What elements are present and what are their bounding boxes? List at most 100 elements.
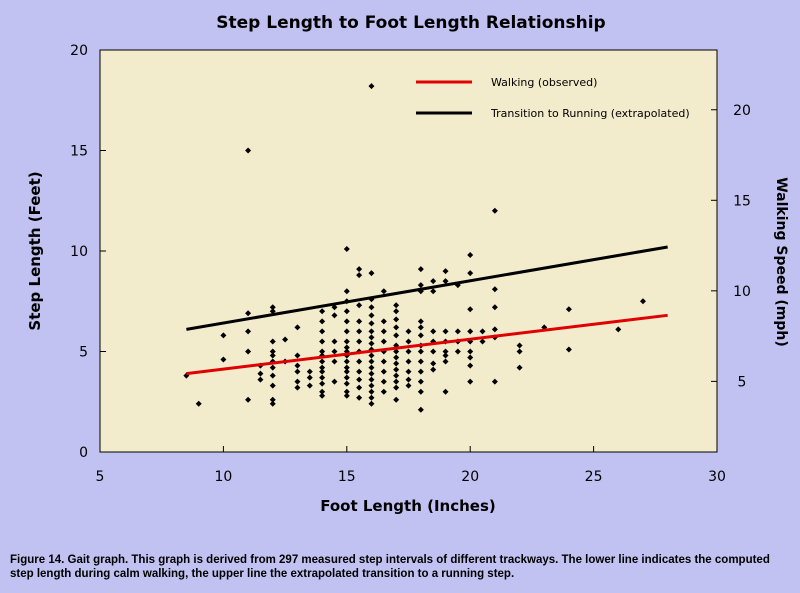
data-point [393, 372, 400, 379]
x-tick-label: 25 [585, 469, 603, 485]
y-axis: 0 5 10 15 20 [70, 43, 106, 461]
data-point [343, 392, 350, 399]
data-point [343, 344, 350, 351]
data-point [417, 266, 424, 273]
data-point [405, 348, 412, 355]
data-point [565, 346, 572, 353]
data-point [319, 328, 326, 335]
data-point [393, 348, 400, 355]
data-point [368, 352, 375, 359]
data-point [368, 83, 375, 90]
x-tick-label: 5 [96, 469, 105, 485]
x-tick-label: 10 [214, 469, 232, 485]
data-point [393, 396, 400, 403]
data-point [393, 302, 400, 309]
data-point [195, 400, 202, 407]
data-point [331, 358, 338, 365]
running-line [186, 245, 668, 331]
data-point [269, 308, 276, 315]
y-tick-label: 15 [70, 144, 88, 160]
scatter-chart: Step Length to Foot Length Relationship … [26, 13, 789, 515]
data-point [405, 368, 412, 375]
data-point [417, 378, 424, 385]
data-point [393, 308, 400, 315]
data-point [491, 326, 498, 333]
data-point [368, 340, 375, 347]
data-point [417, 368, 424, 375]
data-point [405, 382, 412, 389]
data-point [319, 318, 326, 325]
data-point [331, 312, 338, 319]
data-point [516, 348, 523, 355]
data-point [220, 356, 227, 363]
data-point [393, 316, 400, 323]
data-point [343, 368, 350, 375]
data-point [467, 348, 474, 355]
data-point [343, 358, 350, 365]
legend: Walking (observed) Transition to Running… [416, 76, 690, 120]
data-point [220, 332, 227, 339]
y-tick-label: 20 [70, 43, 88, 59]
data-point [245, 396, 252, 403]
legend-label-walking: Walking (observed) [491, 76, 597, 89]
data-point [319, 364, 326, 371]
data-point [356, 266, 363, 273]
x-axis-label: Foot Length (Inches) [320, 497, 496, 515]
data-point [245, 348, 252, 355]
data-point [368, 312, 375, 319]
data-point [516, 364, 523, 371]
data-point [491, 304, 498, 311]
data-point [393, 378, 400, 385]
data-point [442, 278, 449, 285]
data-point [380, 318, 387, 325]
data-point [269, 338, 276, 345]
walking-line [186, 313, 668, 376]
data-point [368, 370, 375, 377]
data-point [245, 147, 252, 154]
data-point [430, 278, 437, 285]
data-point [306, 382, 313, 389]
data-point [356, 328, 363, 335]
data-point [393, 354, 400, 361]
data-point [343, 318, 350, 325]
data-point [565, 306, 572, 313]
data-point [368, 334, 375, 341]
data-point [430, 366, 437, 373]
data-point [319, 358, 326, 365]
data-point [294, 324, 301, 331]
data-point [380, 388, 387, 395]
data-point [454, 348, 461, 355]
figure-caption: Figure 14. Gait graph. This graph is der… [10, 554, 770, 580]
data-point [356, 376, 363, 383]
data-point [380, 328, 387, 335]
data-point [343, 328, 350, 335]
data-point [368, 304, 375, 311]
y-tick-label: 0 [79, 445, 88, 461]
data-point [343, 388, 350, 395]
data-point [368, 358, 375, 365]
data-point [442, 328, 449, 335]
x-tick-label: 20 [461, 469, 479, 485]
data-point [430, 348, 437, 355]
data-point [454, 328, 461, 335]
data-point [479, 338, 486, 345]
data-point [331, 348, 338, 355]
data-point [393, 332, 400, 339]
data-point [380, 338, 387, 345]
data-point [417, 348, 424, 355]
data-point [343, 288, 350, 295]
data-point [393, 360, 400, 367]
y-tick-label: 5 [79, 345, 88, 361]
data-point [269, 400, 276, 407]
data-point [491, 378, 498, 385]
legend-label-running: Transition to Running (extrapolated) [490, 107, 690, 120]
data-point [639, 298, 646, 305]
data-point [430, 288, 437, 295]
y2-tick-label: 15 [733, 193, 751, 209]
data-point [380, 368, 387, 375]
data-point [331, 338, 338, 345]
data-point [467, 378, 474, 385]
data-point [356, 368, 363, 375]
data-point [393, 324, 400, 331]
data-point [356, 384, 363, 391]
